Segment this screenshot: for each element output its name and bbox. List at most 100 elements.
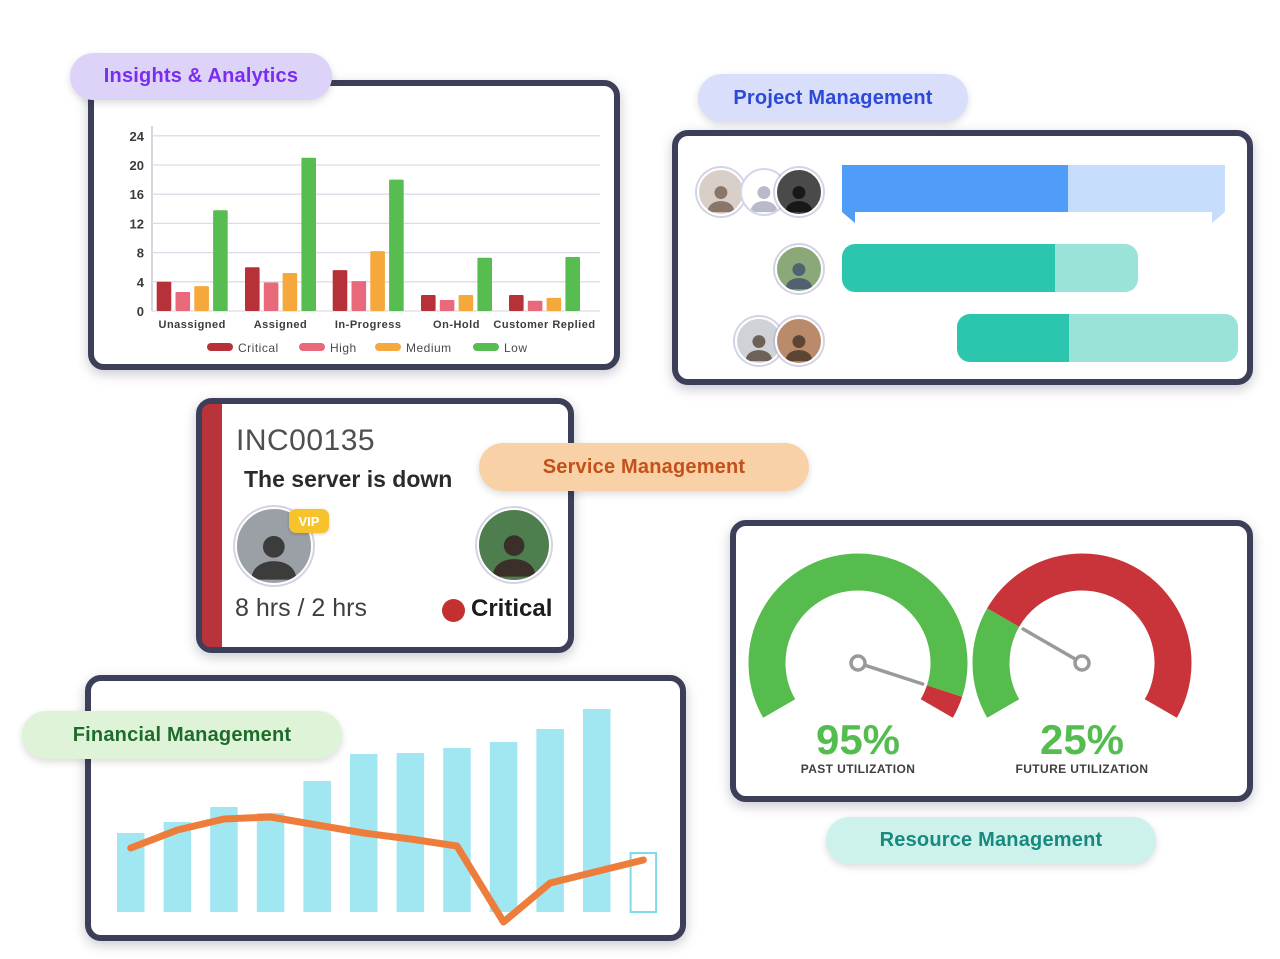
legend-swatch-high xyxy=(299,343,325,351)
progress-fill xyxy=(957,314,1070,362)
woman-long-hair-avatar xyxy=(775,317,823,365)
person-silhouette-icon xyxy=(492,535,536,577)
analytics-label: Insights & Analytics xyxy=(103,65,299,87)
bar-low-0 xyxy=(213,210,228,311)
analytics-label-pill: Insights & Analytics xyxy=(70,53,332,100)
y-tick-label: 8 xyxy=(137,246,144,261)
ticket-title: The server is down xyxy=(244,466,453,492)
person-silhouette-icon xyxy=(707,185,735,212)
requester-avatar xyxy=(235,507,313,585)
y-tick-label: 0 xyxy=(137,304,144,319)
progress-track xyxy=(1055,244,1138,292)
gauge-2-green-arc xyxy=(972,608,1020,718)
person-silhouette-icon xyxy=(750,185,778,212)
bar-medium-4 xyxy=(546,297,562,311)
gauge-needle xyxy=(1021,627,1084,665)
person-silhouette-icon xyxy=(251,535,297,580)
bar-high-2 xyxy=(351,281,367,311)
analytics-bar-chart: 0 4 8 12 16 20 24 Unassigned Assigned In-Progress… xyxy=(130,126,600,355)
woman-portrait-avatar xyxy=(697,168,745,216)
x-category-label: Unassigned xyxy=(159,319,226,331)
x-category-label: Assigned xyxy=(254,319,308,331)
bar-medium-3 xyxy=(458,294,474,311)
y-tick-label: 20 xyxy=(130,158,144,173)
legend-label: High xyxy=(330,341,357,355)
resource-label-pill: Resource Management xyxy=(826,817,1156,864)
gauge-pivot xyxy=(1073,654,1091,672)
financial-bar-6 xyxy=(396,753,425,912)
legend-label: Low xyxy=(504,341,528,355)
project-card xyxy=(672,130,1253,385)
gauge-1-green-arc xyxy=(748,553,968,718)
legend-swatch-low xyxy=(473,343,499,351)
priority-label: Critical xyxy=(471,595,553,622)
progress-bar-row-2 xyxy=(842,244,1138,292)
analytics-card: 0 4 8 12 16 20 24 Unassigned Assigned In-Progress… xyxy=(88,80,620,370)
financial-bar-3 xyxy=(256,813,285,912)
bar-medium-2 xyxy=(370,251,385,311)
resource-card: 95% PAST UTILIZATION 25% FUTURE UTILIZAT… xyxy=(730,520,1253,802)
banner-tail-left xyxy=(842,212,855,223)
gauge-2-red-arc xyxy=(987,553,1192,718)
bar-high-3 xyxy=(439,300,455,311)
sla-text: 8 hrs / 2 hrs xyxy=(235,594,367,622)
past-utilization-value: 95% xyxy=(815,716,901,763)
bar-critical-3 xyxy=(421,294,436,311)
service-ticket-card: INC00135 The server is down VIP 8 hrs / … xyxy=(196,398,574,653)
priority-stripe xyxy=(202,404,222,647)
man-beanie-avatar xyxy=(775,168,823,216)
financial-bar-8 xyxy=(489,742,518,912)
project-label-pill: Project Management xyxy=(698,74,968,122)
bar-critical-4 xyxy=(509,294,524,311)
vip-badge: VIP xyxy=(289,509,329,533)
financial-label-pill: Financial Management xyxy=(22,711,342,759)
person-silhouette-icon xyxy=(785,334,813,361)
progress-fill xyxy=(842,244,1056,292)
bar-medium-0 xyxy=(194,286,209,311)
financial-label: Financial Management xyxy=(72,723,292,746)
legend-label: Critical xyxy=(238,341,279,355)
financial-trend-line xyxy=(127,813,647,926)
older-man-glasses-avatar xyxy=(775,245,823,293)
priority-dot-icon xyxy=(442,599,465,622)
x-category-label: In-Progress xyxy=(335,319,402,331)
financial-combo-chart xyxy=(117,709,658,926)
bar-low-2 xyxy=(389,179,404,311)
future-utilization-value: 25% xyxy=(1039,716,1125,763)
banner-tail-right xyxy=(1212,212,1225,223)
financial-bar-4 xyxy=(303,781,331,912)
financial-bar-10 xyxy=(583,709,611,912)
bar-critical-2 xyxy=(332,270,348,311)
y-tick-label: 4 xyxy=(137,275,145,290)
bar-high-4 xyxy=(527,300,543,311)
x-category-label: On-Hold xyxy=(433,319,480,331)
future-utilization-caption: FUTURE UTILIZATION xyxy=(1015,762,1149,776)
legend-label: Medium xyxy=(406,341,452,355)
person-silhouette-icon xyxy=(745,334,773,361)
past-utilization-caption: PAST UTILIZATION xyxy=(800,762,916,776)
financial-bar-7 xyxy=(443,748,471,912)
ticket-id: INC00135 xyxy=(236,424,376,457)
bar-medium-1 xyxy=(282,273,298,311)
bar-high-1 xyxy=(263,282,279,311)
legend-swatch-critical xyxy=(207,343,233,351)
progress-track xyxy=(1069,314,1238,362)
y-tick-label: 24 xyxy=(130,129,145,144)
agent-avatar xyxy=(477,508,551,582)
y-tick-label: 16 xyxy=(130,187,144,202)
service-label: Service Management xyxy=(542,455,746,478)
resource-label: Resource Management xyxy=(879,829,1103,851)
bar-critical-0 xyxy=(156,281,172,311)
progress-bar-row-1 xyxy=(842,165,1225,223)
progress-track xyxy=(1067,165,1225,212)
person-silhouette-icon xyxy=(785,185,813,212)
y-tick-label: 12 xyxy=(130,216,144,231)
progress-bar-row-3 xyxy=(957,314,1238,362)
bar-low-3 xyxy=(477,257,492,311)
bar-low-1 xyxy=(301,157,316,311)
legend-swatch-medium xyxy=(375,343,401,351)
service-label-pill: Service Management xyxy=(479,443,809,491)
gauge-pivot xyxy=(849,654,867,672)
bar-low-4 xyxy=(565,256,580,311)
bar-critical-1 xyxy=(245,267,260,311)
